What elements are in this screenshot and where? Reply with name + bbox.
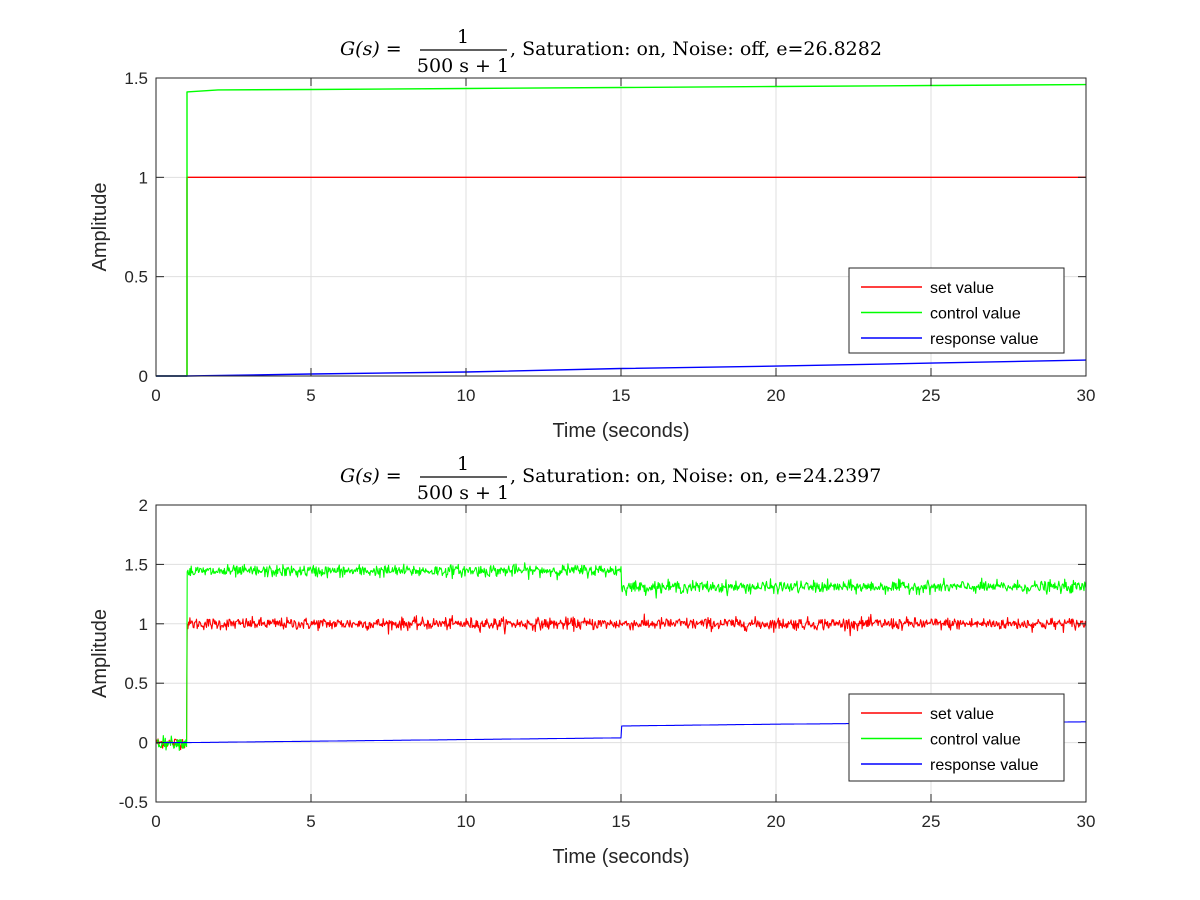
legend-box bbox=[848, 693, 1065, 782]
x-tick-label: 30 bbox=[1077, 812, 1096, 831]
y-tick-label: 1.5 bbox=[124, 555, 148, 574]
series-line-control-value bbox=[156, 83, 1087, 377]
legend-label: response value bbox=[930, 331, 1039, 348]
x-tick-label: 10 bbox=[457, 812, 476, 831]
chart-title: G(s) = 1 500 s + 1, Saturation: on, Noise:… bbox=[340, 453, 881, 504]
y-tick-label: 1.5 bbox=[124, 69, 148, 88]
x-tick-label: 25 bbox=[922, 386, 941, 405]
x-tick-label: 0 bbox=[151, 812, 160, 831]
y-tick-label: 1 bbox=[139, 615, 148, 634]
title-denominator: 500 s + 1 bbox=[417, 55, 509, 77]
title-numerator: 1 bbox=[457, 453, 469, 475]
x-tick-label: 20 bbox=[767, 812, 786, 831]
x-tick-label: 0 bbox=[151, 386, 160, 405]
x-tick-label: 30 bbox=[1077, 386, 1096, 405]
y-tick-label: 0 bbox=[139, 734, 148, 753]
legend-label: response value bbox=[930, 757, 1039, 774]
title-function: G(s) = bbox=[340, 465, 402, 487]
legend-box bbox=[848, 267, 1065, 354]
y-tick-label: 0.5 bbox=[124, 268, 148, 287]
title-suffix: , Saturation: on, Noise: off, e=26.8282 bbox=[510, 38, 882, 60]
y-tick-label: 2 bbox=[139, 496, 148, 515]
y-axis-label: Amplitude bbox=[89, 183, 111, 272]
x-tick-label: 15 bbox=[612, 812, 631, 831]
y-tick-label: 0.5 bbox=[124, 674, 148, 693]
top-subplot: 0 5 10 15 20 25 30 0 0.5 1 1.5 Time (seconds) Amplit… bbox=[89, 26, 1095, 442]
x-tick-label: 20 bbox=[767, 386, 786, 405]
y-tick-label: 1 bbox=[139, 168, 148, 187]
series-line-set-value bbox=[155, 613, 1087, 751]
x-tick-label: 15 bbox=[612, 386, 631, 405]
title-suffix: , Saturation: on, Noise: on, e=24.2397 bbox=[510, 465, 881, 487]
y-axis-label: Amplitude bbox=[89, 609, 111, 698]
x-axis-label: Time (seconds) bbox=[552, 420, 689, 442]
legend-label: control value bbox=[930, 732, 1021, 749]
x-tick-label: 10 bbox=[457, 386, 476, 405]
x-tick-label: 25 bbox=[922, 812, 941, 831]
legend: set value control value response value bbox=[848, 693, 1065, 782]
y-tick-label: -0.5 bbox=[119, 793, 148, 812]
title-function: G(s) = bbox=[340, 38, 402, 60]
legend-label: set value bbox=[930, 280, 994, 297]
x-axis-label: Time (seconds) bbox=[552, 846, 689, 868]
x-tick-label: 5 bbox=[306, 812, 315, 831]
title-denominator: 500 s + 1 bbox=[417, 482, 509, 504]
legend-label: control value bbox=[930, 306, 1021, 323]
series-line-control-value bbox=[155, 562, 1087, 751]
y-tick-label: 0 bbox=[139, 367, 148, 386]
legend: set value control value response value bbox=[848, 267, 1065, 354]
x-tick-label: 5 bbox=[306, 386, 315, 405]
chart-title: G(s) = 1 500 s + 1, Saturation: on, Noise:… bbox=[340, 26, 882, 77]
title-numerator: 1 bbox=[457, 26, 469, 48]
legend-label: set value bbox=[930, 706, 994, 723]
